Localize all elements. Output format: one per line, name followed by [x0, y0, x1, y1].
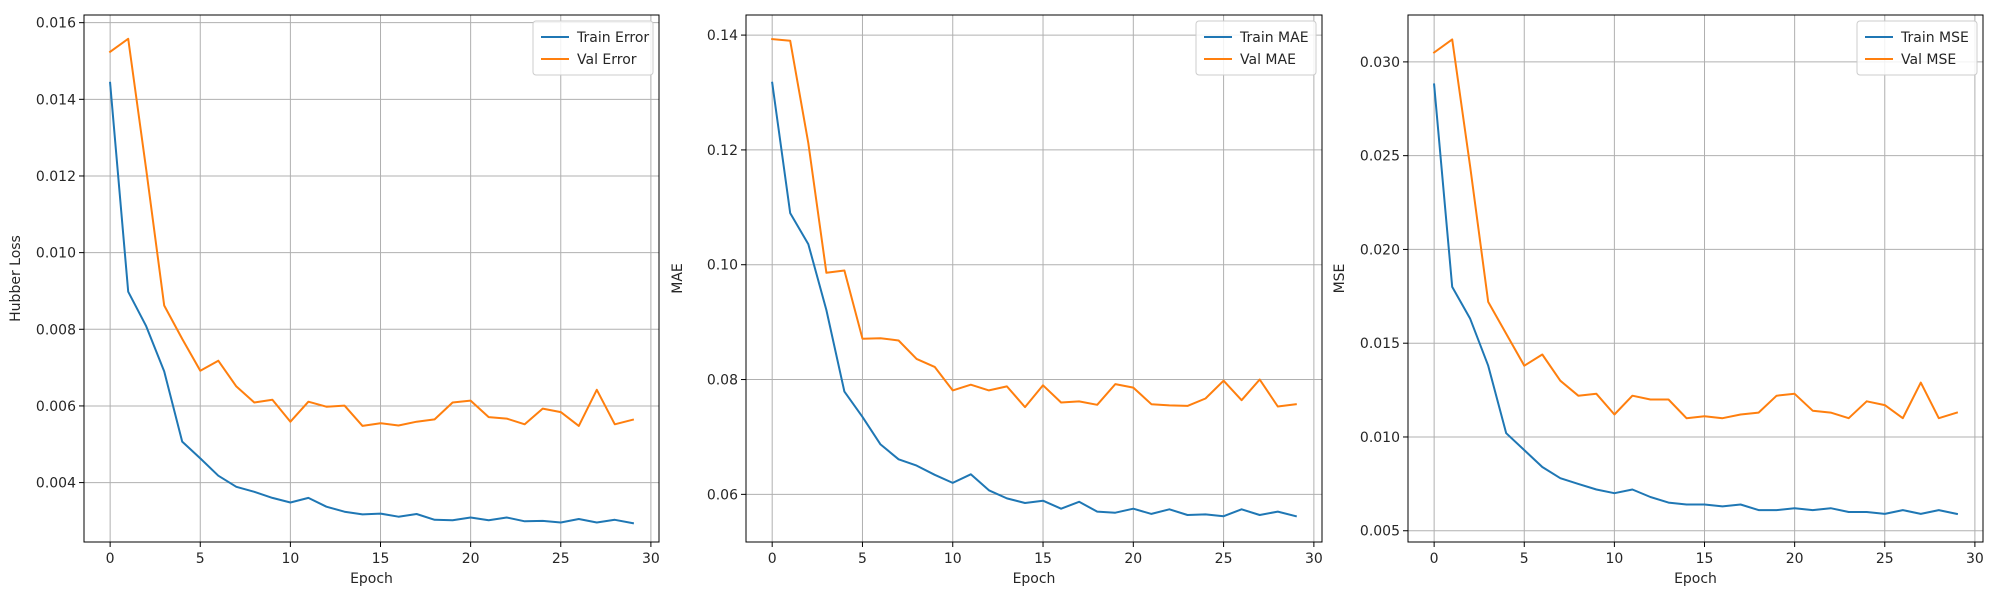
- y-tick-label: 0.012: [36, 169, 76, 185]
- x-tick-label: 5: [196, 551, 205, 567]
- subplot-2: 0 5 10 15 20 25 30 0.06 0.08 0.10 0.12 0.14 Epoch MAE…: [670, 14, 1323, 587]
- y-tick-label: 0.015: [1360, 336, 1400, 352]
- y-axis-label: Hubber Loss: [8, 235, 24, 322]
- axes-frame: [1407, 14, 1984, 543]
- legend-label: Val MSE: [1901, 52, 1956, 68]
- legend: Train MAE Val MAE: [1195, 20, 1317, 76]
- x-tick-label: 30: [1966, 551, 1984, 567]
- y-tick-label: 0.14: [707, 28, 738, 44]
- y-tick-label: 0.12: [707, 143, 738, 159]
- x-tick-label: 5: [1520, 551, 1529, 567]
- subplot-3: 0 5 10 15 20 25 30 0.005 0.010 0.015 0.020 0.025 0.0…: [1332, 14, 1984, 587]
- y-tick-label: 0.10: [707, 258, 738, 274]
- x-tick-label: 20: [1124, 551, 1142, 567]
- legend: Train MSE Val MSE: [1856, 20, 1978, 76]
- x-tick-label: 15: [1696, 551, 1714, 567]
- legend-label: Train Error: [576, 30, 649, 46]
- x-tick-label: 0: [1430, 551, 1439, 567]
- x-tick-label: 0: [106, 551, 115, 567]
- legend-box: [532, 20, 654, 76]
- y-tick-label: 0.004: [36, 476, 76, 492]
- legend: Train Error Val Error: [532, 20, 654, 76]
- x-tick-label: 10: [944, 551, 962, 567]
- y-tick-label: 0.005: [1360, 524, 1400, 540]
- x-tick-label: 15: [372, 551, 390, 567]
- y-axis-label: MAE: [670, 263, 686, 294]
- x-axis-label: Epoch: [1674, 571, 1717, 587]
- axes-frame: [745, 14, 1323, 543]
- series-line-train-mae: [771, 81, 1298, 518]
- x-tick-label: 30: [1305, 551, 1323, 567]
- x-tick-label: 25: [1215, 551, 1233, 567]
- legend-label: Train MSE: [1900, 30, 1969, 46]
- x-tick-label: 20: [1786, 551, 1804, 567]
- legend-box: [1195, 20, 1317, 76]
- axes-frame: [83, 14, 660, 543]
- legend-label: Val Error: [577, 52, 637, 68]
- series-line-train-mse: [1433, 83, 1959, 516]
- x-tick-label: 25: [1876, 551, 1894, 567]
- x-tick-label: 15: [1034, 551, 1052, 567]
- x-tick-label: 30: [642, 551, 660, 567]
- y-tick-label: 0.016: [36, 16, 76, 32]
- x-tick-label: 5: [858, 551, 867, 567]
- series-line-val-error: [108, 37, 635, 427]
- y-tick-label: 0.008: [36, 322, 76, 338]
- x-tick-label: 25: [552, 551, 570, 567]
- series-line-val-mae: [771, 38, 1297, 409]
- x-tick-label: 0: [768, 551, 777, 567]
- x-tick-label: 10: [1605, 551, 1623, 567]
- series-line-val-mse: [1432, 38, 1959, 420]
- legend-label: Val MAE: [1240, 52, 1296, 68]
- subplot-1: 0 5 10 15 20 25 30 0.004 0.006 0.008 0.010 0.012 0.0…: [8, 14, 660, 587]
- x-axis-label: Epoch: [350, 571, 393, 587]
- y-tick-label: 0.08: [707, 373, 738, 389]
- legend-label: Train MAE: [1239, 30, 1309, 46]
- y-tick-label: 0.014: [36, 92, 76, 108]
- y-axis-label: MSE: [1332, 264, 1348, 294]
- x-tick-label: 20: [462, 551, 480, 567]
- y-tick-label: 0.025: [1360, 149, 1400, 165]
- y-tick-label: 0.010: [36, 246, 76, 262]
- y-tick-label: 0.030: [1360, 55, 1400, 71]
- y-tick-label: 0.010: [1360, 430, 1400, 446]
- series-line-train-error: [109, 81, 635, 525]
- y-tick-label: 0.006: [36, 399, 76, 415]
- y-tick-label: 0.06: [707, 487, 738, 503]
- y-tick-label: 0.020: [1360, 242, 1400, 258]
- x-tick-label: 10: [281, 551, 299, 567]
- legend-box: [1856, 20, 1978, 76]
- x-axis-label: Epoch: [1013, 571, 1056, 587]
